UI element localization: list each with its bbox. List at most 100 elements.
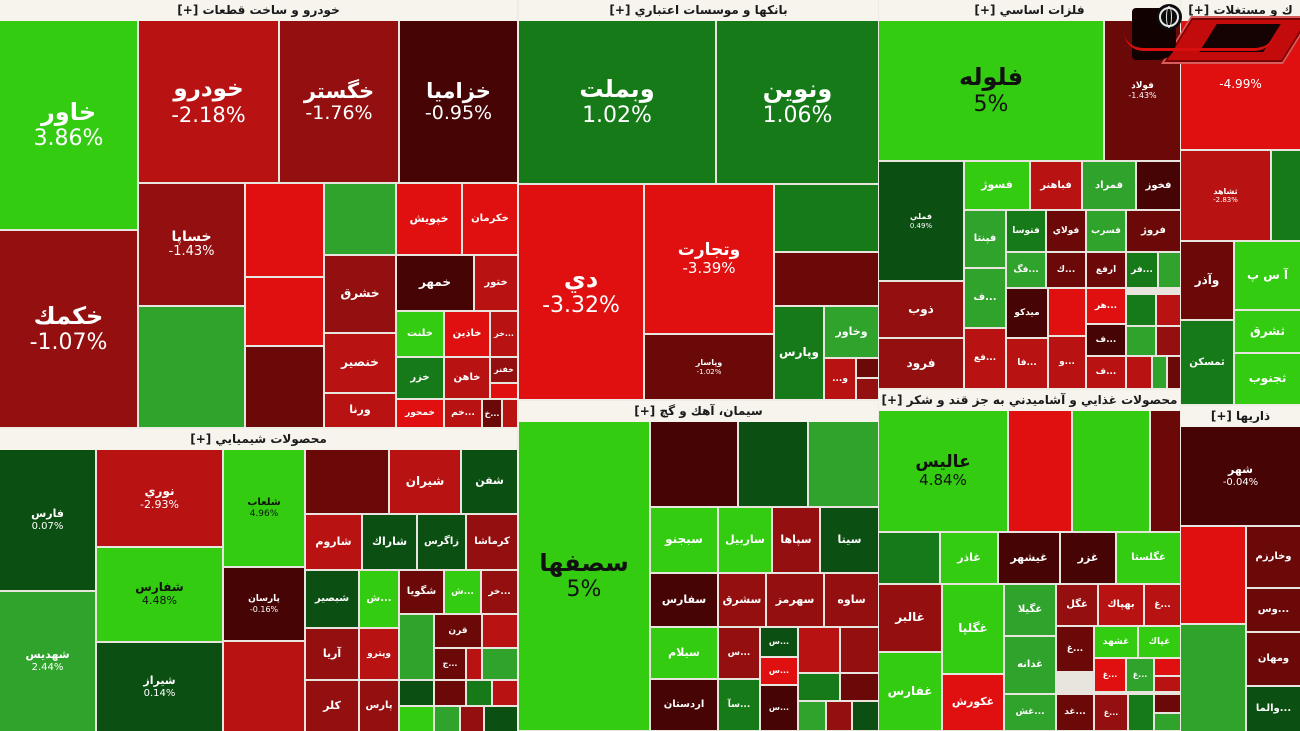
tile-chemicals-28[interactable] xyxy=(483,615,517,647)
tile-cement-22[interactable] xyxy=(841,674,878,700)
tile-فتوسا[interactable]: فتوسا xyxy=(1007,211,1045,251)
tile-food-29[interactable] xyxy=(1155,695,1180,712)
tile-...فر[interactable]: ...فر xyxy=(1127,253,1157,287)
tile-سيتا[interactable]: سيتا xyxy=(821,508,878,572)
tile-غپاك[interactable]: غپاك xyxy=(1139,627,1180,657)
tile-investments-2[interactable] xyxy=(1181,625,1245,731)
tile-chemicals-33[interactable] xyxy=(467,681,491,705)
tile-food-1[interactable] xyxy=(1009,411,1071,531)
sector-header-auto[interactable]: خودرو و ساخت قطعات [+] xyxy=(0,0,517,21)
tile-...خم[interactable]: ...خم xyxy=(445,400,481,427)
tile-...ف[interactable]: ...ف xyxy=(1087,325,1125,355)
tile-فخوز[interactable]: فخوز xyxy=(1137,162,1180,209)
tile-خكرمان[interactable]: خكرمان xyxy=(463,184,517,254)
tile-cement-3[interactable] xyxy=(809,422,878,506)
tile-ثمسكن[interactable]: ثمسكن xyxy=(1181,321,1233,404)
tile-خلنت[interactable]: خلنت xyxy=(397,312,443,356)
tile-...س[interactable]: ...س xyxy=(719,628,759,678)
sector-header-chemicals[interactable]: محصولات شيميايي [+] xyxy=(0,429,517,450)
tile-پارسان[interactable]: پارسان -0.16% xyxy=(224,568,304,640)
tile-cement-1[interactable] xyxy=(651,422,737,506)
tile-realestate-0[interactable]: -4.99% xyxy=(1181,21,1300,149)
tile-...غ[interactable]: ...غ xyxy=(1095,695,1127,730)
tile-...والما[interactable]: ...والما xyxy=(1247,687,1300,731)
tile-ثشاهد[interactable]: ثشاهد -2.83% xyxy=(1181,151,1270,240)
tile-...س[interactable]: ...س xyxy=(761,686,797,730)
tile-كلر[interactable]: كلر xyxy=(306,681,358,731)
tile-شاراك[interactable]: شاراك xyxy=(363,515,416,569)
tile-وبملت[interactable]: وبملت 1.02% xyxy=(519,21,715,183)
tile-شبصير[interactable]: شبصير xyxy=(306,571,358,627)
tile-وپاسار[interactable]: وپاسار -1.02% xyxy=(645,335,773,399)
tile-فرود[interactable]: فرود xyxy=(879,339,963,388)
tile-food-21[interactable] xyxy=(1155,659,1180,675)
tile-...خر[interactable]: ...خر xyxy=(491,312,517,356)
tile-chemicals-32[interactable] xyxy=(435,681,465,705)
tile-food-3[interactable] xyxy=(1151,411,1180,531)
tile-...خ[interactable]: ...خ xyxy=(483,400,501,427)
tile-بهپاك[interactable]: بهپاك xyxy=(1099,585,1143,625)
tile-غفارس[interactable]: غفارس xyxy=(879,653,941,730)
tile-خمهر[interactable]: خمهر xyxy=(397,256,473,310)
tile-فروژ[interactable]: فروژ xyxy=(1127,211,1180,251)
tile-investments-1[interactable] xyxy=(1181,527,1245,623)
tile-...غ[interactable]: ...غ xyxy=(1127,659,1153,691)
tile-سپاها[interactable]: سپاها xyxy=(773,508,819,572)
tile-سفارس[interactable]: سفارس xyxy=(651,574,717,626)
tile-غگل[interactable]: غگل xyxy=(1057,585,1097,625)
tile-auto-6[interactable] xyxy=(139,307,244,427)
tile-...و[interactable]: ...و xyxy=(1049,337,1085,388)
tile-chemicals-7[interactable] xyxy=(224,642,304,731)
tile-فسرب[interactable]: فسرب xyxy=(1087,211,1125,251)
tile-...خر[interactable]: ...خر xyxy=(482,571,517,613)
tile-chemicals-8[interactable] xyxy=(306,450,388,513)
tile-ميدكو[interactable]: ميدكو xyxy=(1007,289,1047,337)
tile-غاذر[interactable]: غاذر xyxy=(941,533,997,583)
tile-غگلپا[interactable]: غگلپا xyxy=(943,585,1003,673)
tile-chemicals-30[interactable] xyxy=(400,681,433,705)
tile-metals-30[interactable] xyxy=(1127,327,1155,355)
tile-فولاد[interactable]: فولاد -1.43% xyxy=(1105,21,1180,160)
tile-سهرمز[interactable]: سهرمز xyxy=(767,574,823,626)
tile-سبجنو[interactable]: سبجنو xyxy=(651,508,717,572)
tile-chemicals-34[interactable] xyxy=(493,681,517,705)
tile-غكورش[interactable]: غكورش xyxy=(943,675,1003,730)
tile-شگويا[interactable]: شگويا xyxy=(400,571,443,613)
tile-فباهنر[interactable]: فباهنر xyxy=(1031,162,1081,209)
tile-...ش[interactable]: ...ش xyxy=(360,571,398,627)
tile-شهديس[interactable]: شهديس 2.44% xyxy=(0,592,95,731)
tile-شلعاب[interactable]: شلعاب 4.96% xyxy=(224,450,304,566)
tile-وخارزم[interactable]: وخارزم xyxy=(1247,527,1300,587)
tile-آ س پ[interactable]: آ س پ xyxy=(1235,242,1300,309)
tile-دي[interactable]: دي -3.32% xyxy=(519,185,643,399)
tile-cement-19[interactable] xyxy=(799,628,839,672)
sector-header-cement[interactable]: سيمان، آهك و گچ [+] xyxy=(519,401,878,422)
tile-وتجارت[interactable]: وتجارت -3.39% xyxy=(645,185,773,333)
tile-وآذر[interactable]: وآذر xyxy=(1181,242,1233,319)
tile-...وس[interactable]: ...وس xyxy=(1247,589,1300,631)
tile-خاور[interactable]: خاور 3.86% xyxy=(0,21,137,229)
tile-metals-31[interactable] xyxy=(1157,327,1180,355)
tile-شيراز[interactable]: شيراز 0.14% xyxy=(97,643,222,731)
tile-auto-7[interactable] xyxy=(246,184,323,276)
tile-cement-21[interactable] xyxy=(799,674,839,700)
tile-قرن[interactable]: قرن xyxy=(435,615,481,647)
tile-metals-33[interactable] xyxy=(1153,357,1166,388)
tile-metals-29[interactable] xyxy=(1157,295,1180,325)
tile-...سآ[interactable]: ...سآ xyxy=(719,680,759,730)
tile-cement-24[interactable] xyxy=(827,702,851,730)
tile-chemicals-36[interactable] xyxy=(461,707,483,731)
tile-...فع[interactable]: ...فع xyxy=(965,329,1005,388)
tile-خشرق[interactable]: خشرق xyxy=(325,256,395,332)
tile-chemicals-29[interactable] xyxy=(483,649,517,679)
tile-غگيلا[interactable]: غگيلا xyxy=(1005,585,1055,635)
tile-خگستر[interactable]: خگستر -1.76% xyxy=(280,21,398,182)
tile-...ش[interactable]: ...ش xyxy=(445,571,480,613)
tile-ومهان[interactable]: ومهان xyxy=(1247,633,1300,685)
tile-...ف[interactable]: ...ف xyxy=(1087,357,1125,388)
tile-...غش[interactable]: ...غش xyxy=(1005,695,1055,730)
tile-banks-11[interactable] xyxy=(857,379,878,399)
tile-...فگ[interactable]: ...فگ xyxy=(1007,253,1045,287)
tile-وپترو[interactable]: وپترو xyxy=(360,629,398,679)
tile-banks-10[interactable] xyxy=(857,359,878,377)
